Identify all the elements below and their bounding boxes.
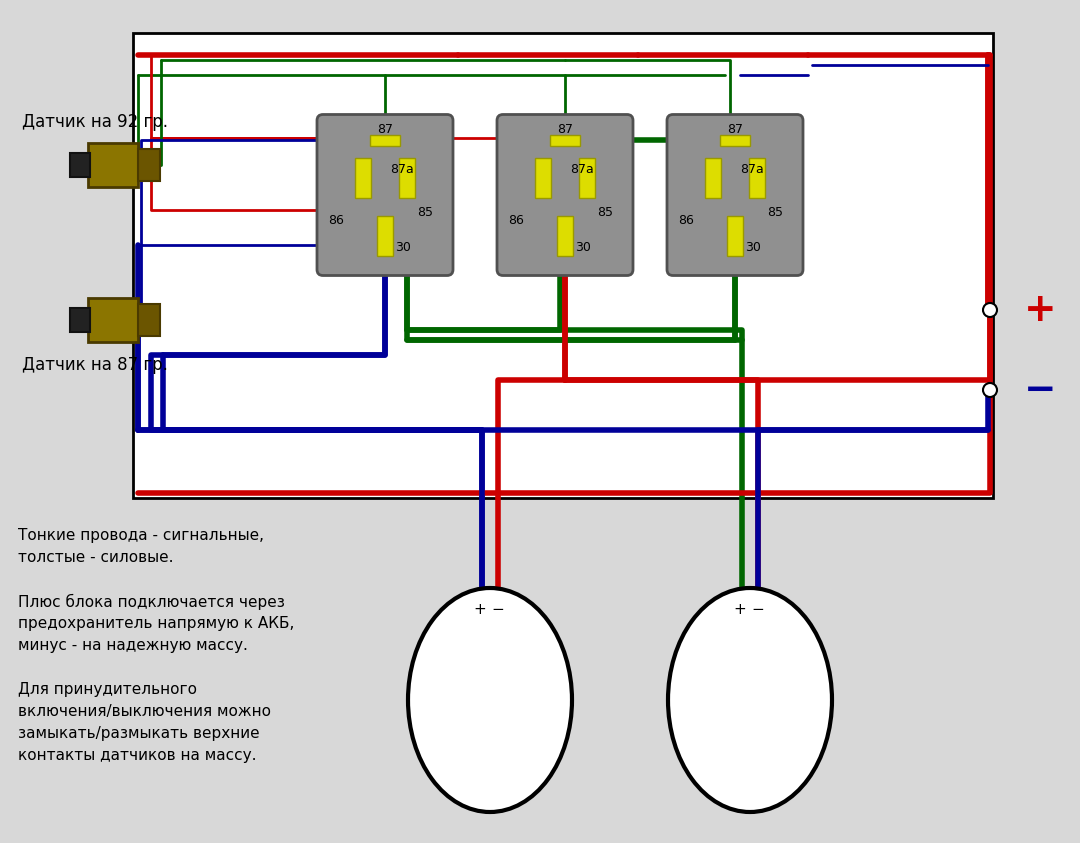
Bar: [727, 216, 743, 255]
Text: толстые - силовые.: толстые - силовые.: [18, 550, 174, 565]
Text: 85: 85: [767, 206, 783, 219]
Bar: [579, 158, 595, 197]
Text: 87: 87: [557, 123, 573, 136]
Text: −: −: [491, 603, 504, 618]
FancyBboxPatch shape: [667, 115, 804, 276]
Text: 85: 85: [597, 206, 613, 219]
Bar: [377, 216, 393, 255]
Bar: [70, 153, 90, 177]
Text: контакты датчиков на массу.: контакты датчиков на массу.: [18, 748, 257, 763]
Bar: [750, 158, 765, 197]
Text: 30: 30: [395, 241, 410, 254]
Text: включения/выключения можно: включения/выключения можно: [18, 704, 271, 719]
Bar: [550, 135, 580, 146]
Text: Плюс блока подключается через: Плюс блока подключается через: [18, 594, 285, 610]
Bar: [138, 304, 160, 336]
Text: Датчик на 87 гр.: Датчик на 87 гр.: [22, 356, 167, 374]
Bar: [705, 158, 721, 197]
Bar: [535, 158, 551, 197]
Text: Для принудительного: Для принудительного: [18, 682, 197, 697]
Text: 86: 86: [508, 214, 524, 227]
Bar: [87, 143, 138, 187]
Bar: [87, 298, 138, 342]
Text: предохранитель напрямую к АКБ,: предохранитель напрямую к АКБ,: [18, 616, 295, 631]
Text: 86: 86: [678, 214, 693, 227]
Bar: [138, 149, 160, 181]
FancyBboxPatch shape: [318, 115, 453, 276]
Text: −: −: [752, 603, 765, 618]
Text: −: −: [1024, 371, 1056, 409]
Text: +: +: [733, 603, 746, 618]
Text: замыкать/размыкать верхние: замыкать/размыкать верхние: [18, 726, 259, 741]
Text: Тонкие провода - сигнальные,: Тонкие провода - сигнальные,: [18, 528, 264, 543]
Text: Датчик на 92 гр.: Датчик на 92 гр.: [22, 113, 168, 131]
Text: 85: 85: [417, 206, 433, 219]
Text: 30: 30: [575, 241, 591, 254]
Text: +: +: [474, 603, 486, 618]
Ellipse shape: [408, 588, 572, 812]
Bar: [720, 135, 750, 146]
Text: 86: 86: [328, 214, 343, 227]
Bar: [355, 158, 372, 197]
Text: 87a: 87a: [390, 163, 414, 176]
Circle shape: [983, 303, 997, 317]
Text: +: +: [1024, 291, 1056, 329]
Circle shape: [983, 383, 997, 397]
Text: 87a: 87a: [570, 163, 594, 176]
Text: минус - на надежную массу.: минус - на надежную массу.: [18, 638, 248, 653]
Bar: [399, 158, 415, 197]
Text: 30: 30: [745, 241, 761, 254]
Bar: [133, 33, 993, 498]
Bar: [370, 135, 400, 146]
Bar: [70, 308, 90, 332]
Ellipse shape: [669, 588, 832, 812]
Text: 87a: 87a: [740, 163, 764, 176]
Text: 87: 87: [727, 123, 743, 136]
Text: 87: 87: [377, 123, 393, 136]
Bar: [557, 216, 573, 255]
FancyBboxPatch shape: [497, 115, 633, 276]
